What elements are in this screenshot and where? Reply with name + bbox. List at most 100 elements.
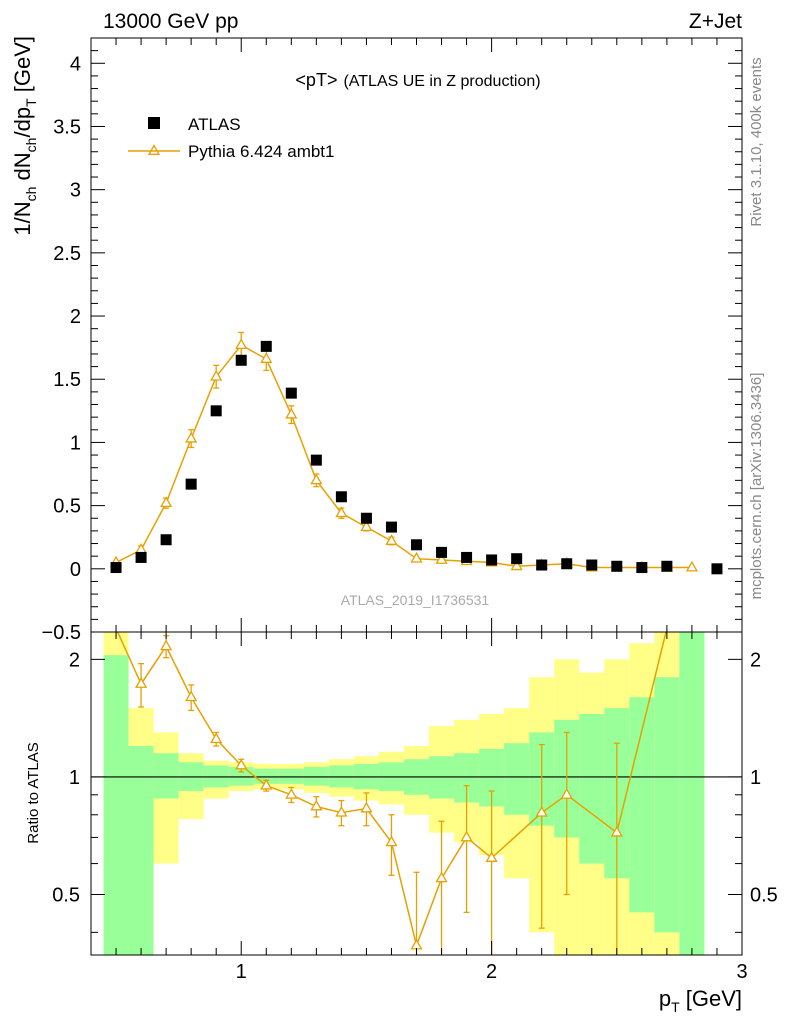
mc-point bbox=[410, 551, 423, 563]
atlas-point bbox=[385, 521, 397, 533]
ratio-y-tick-label-right: 1 bbox=[750, 767, 761, 789]
main-panel: −0.500.511.522.533.541/Nch dNch/dpT [GeV… bbox=[10, 36, 743, 644]
ratio-point bbox=[410, 938, 423, 950]
y-axis-label-part: 1/N bbox=[10, 201, 35, 235]
mc-point bbox=[285, 407, 298, 419]
mc-point bbox=[235, 338, 248, 350]
ratio-y-axis-label: Ratio to ATLAS bbox=[25, 742, 42, 843]
ratio-point bbox=[260, 778, 273, 790]
atlas-point bbox=[310, 454, 322, 466]
atlas-point bbox=[636, 562, 648, 574]
x-tick-label: 3 bbox=[736, 961, 747, 983]
ratio-point bbox=[285, 787, 298, 799]
y-axis-label-part: [GeV] bbox=[10, 36, 35, 98]
y-axis-label: 1/Nch dNch/dpT [GeV] bbox=[10, 36, 39, 236]
ratio-y-tick-label: 0.5 bbox=[52, 885, 80, 907]
ratio-point bbox=[310, 799, 323, 811]
mcplots-label: mcplots.cern.ch [arXiv:1306.3436] bbox=[748, 373, 765, 600]
mc-point bbox=[185, 431, 198, 443]
x-axis-label-part: [GeV] bbox=[680, 986, 742, 1011]
mc-point bbox=[310, 473, 323, 485]
atlas-point bbox=[210, 405, 222, 417]
atlas-point bbox=[436, 546, 448, 558]
atlas-point bbox=[160, 534, 172, 546]
mc-point bbox=[685, 560, 698, 572]
atlas-point bbox=[511, 553, 523, 565]
x-tick-label: 1 bbox=[236, 961, 247, 983]
y-axis-label-part: ch bbox=[23, 138, 39, 153]
atlas-point bbox=[285, 387, 297, 399]
mc-point bbox=[335, 506, 348, 518]
ratio-panel: 0.5 0.5 1 1 2 2 1 2 3 Ratio to ATLAS pT [GeV] bbox=[25, 631, 778, 1015]
y-axis-label-part: dN bbox=[10, 152, 35, 186]
y-axis-label-part: T bbox=[23, 98, 39, 107]
ratio-point bbox=[610, 825, 623, 837]
ratio-point bbox=[485, 851, 498, 862]
atlas-point bbox=[711, 563, 723, 575]
atlas-point bbox=[235, 354, 247, 366]
ratio-point bbox=[435, 871, 448, 883]
band-inner bbox=[679, 632, 705, 955]
y-tick-label: 1 bbox=[70, 432, 81, 454]
y-axis-label-part: ch bbox=[23, 187, 39, 202]
ratio-point bbox=[360, 801, 373, 813]
header-left-label: 13000 GeV pp bbox=[103, 10, 238, 33]
y-tick-label: 3.5 bbox=[53, 116, 81, 138]
band-inner bbox=[278, 768, 304, 784]
band-inner bbox=[128, 746, 154, 955]
y-tick-label: 4 bbox=[70, 53, 81, 75]
mc-point bbox=[385, 534, 398, 545]
atlas-point bbox=[110, 562, 122, 574]
atlas-point bbox=[411, 539, 422, 551]
ratio-y-tick-label: 2 bbox=[69, 649, 80, 671]
ratio-point bbox=[335, 805, 348, 817]
legend-mc-label: Pythia 6.424 ambt1 bbox=[188, 142, 334, 161]
band-inner bbox=[579, 713, 605, 864]
x-axis-label-part: p bbox=[659, 986, 671, 1011]
atlas-point bbox=[335, 491, 347, 503]
atlas-point bbox=[486, 554, 498, 566]
legend-mc-marker bbox=[147, 144, 161, 155]
ratio-point bbox=[135, 677, 148, 688]
rivet-version-label: Rivet 3.1.10, 400k events bbox=[748, 57, 765, 226]
analysis-id-label: ATLAS_2019_I1736531 bbox=[341, 592, 490, 608]
band-inner bbox=[504, 743, 530, 815]
atlas-point bbox=[536, 559, 548, 571]
ratio-point bbox=[560, 787, 573, 799]
x-tick-label: 2 bbox=[486, 961, 497, 983]
ratio-point bbox=[460, 830, 473, 842]
main-title: <pT> (ATLAS UE in Z production) bbox=[295, 70, 540, 90]
mc-point bbox=[435, 553, 448, 564]
atlas-point bbox=[611, 560, 623, 572]
y-tick-label: 0.5 bbox=[53, 496, 81, 518]
mc-point bbox=[210, 369, 223, 381]
band-inner bbox=[103, 655, 129, 955]
mc-point bbox=[510, 559, 523, 571]
atlas-point bbox=[661, 560, 673, 572]
band-inner bbox=[153, 753, 179, 799]
main-subtitle-text: (ATLAS UE in Z production) bbox=[343, 73, 540, 90]
y-tick-label: 2 bbox=[70, 306, 81, 328]
mc-curve bbox=[115, 344, 692, 569]
legend-atlas-label: ATLAS bbox=[188, 115, 241, 134]
x-axis-label: pT [GeV] bbox=[659, 986, 742, 1015]
y-tick-label: 2.5 bbox=[53, 243, 81, 265]
atlas-point bbox=[461, 551, 473, 563]
atlas-point bbox=[185, 478, 197, 490]
legend: ATLAS Pythia 6.424 ambt1 bbox=[128, 115, 334, 161]
main-title-text: <pT> bbox=[295, 70, 337, 90]
ratio-content bbox=[91, 632, 742, 955]
atlas-point bbox=[260, 340, 272, 352]
atlas-point bbox=[135, 551, 147, 563]
legend-atlas-marker bbox=[148, 117, 160, 129]
ratio-point bbox=[385, 835, 398, 847]
ratio-curve bbox=[116, 632, 667, 949]
ratio-point bbox=[160, 639, 173, 651]
ratio-point bbox=[185, 690, 198, 702]
y-tick-label: −0.5 bbox=[42, 622, 81, 644]
mc-point bbox=[260, 352, 273, 363]
y-tick-label: 1.5 bbox=[53, 369, 81, 391]
ratio-y-tick-label-right: 0.5 bbox=[750, 885, 778, 907]
ratio-point bbox=[235, 758, 248, 770]
